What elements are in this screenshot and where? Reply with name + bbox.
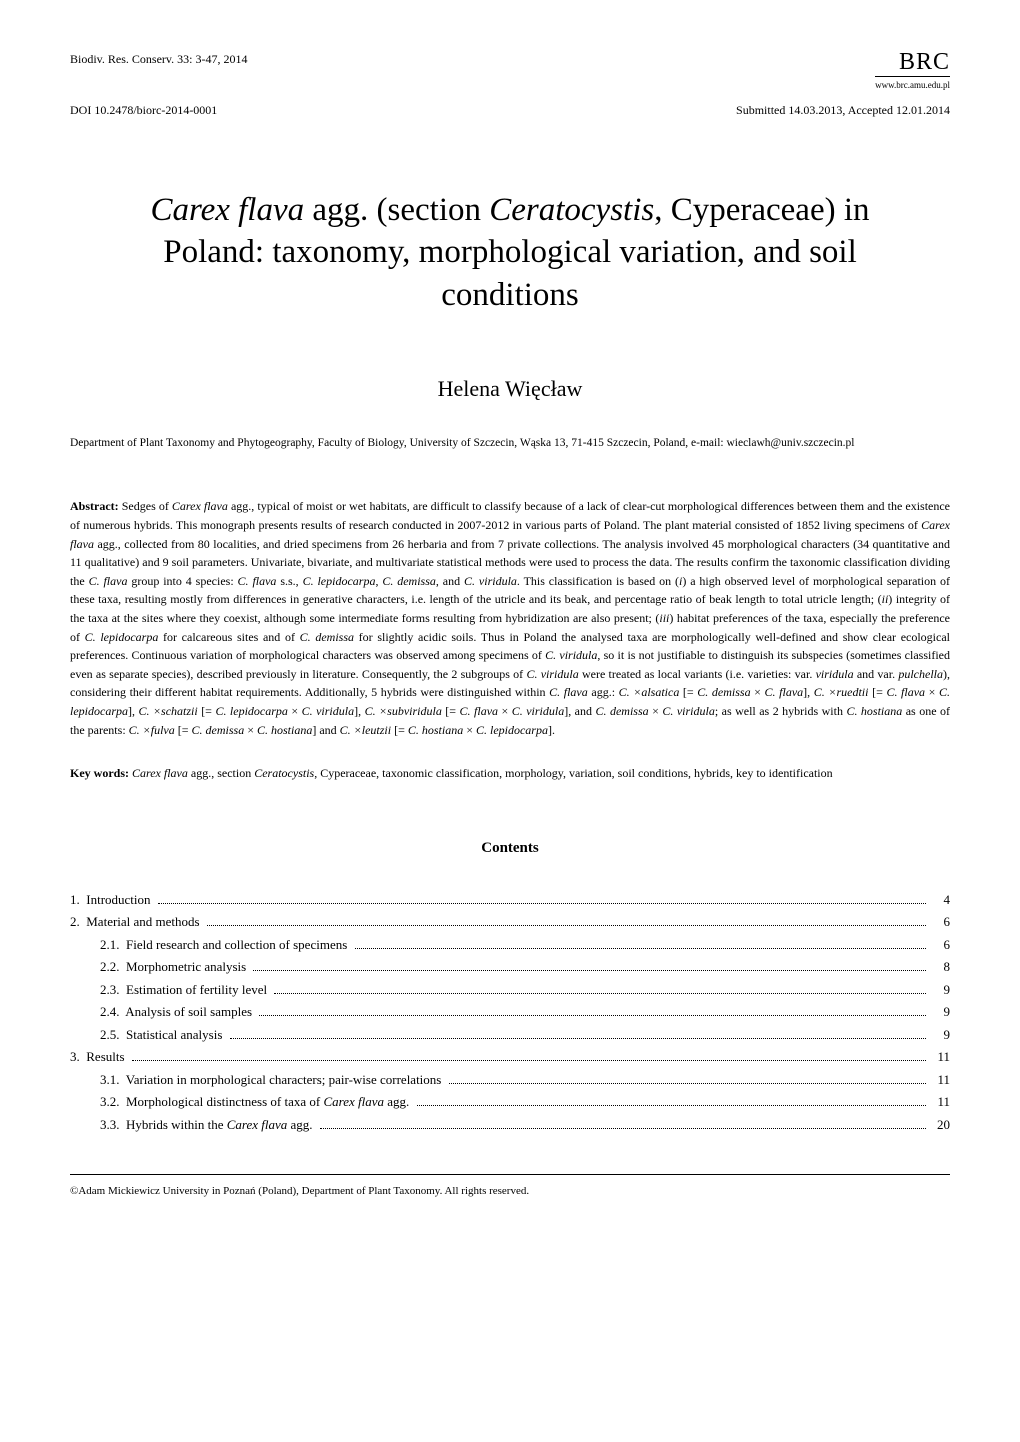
toc-row: 3.2. Morphological distinctness of taxa … [70,1092,950,1112]
toc-dots [132,1060,926,1061]
toc-page-number: 8 [930,957,950,977]
toc-entry-label: 2.4. Analysis of soil samples [100,1002,255,1022]
toc-row: 3.3. Hybrids within the Carex flava agg.… [70,1115,950,1135]
contents-heading: Contents [70,837,950,860]
toc-entry-label: 2.5. Statistical analysis [100,1025,226,1045]
abstract-body: Sedges of Carex flava agg., typical of m… [70,499,950,736]
toc-dots [355,948,926,949]
toc-row: 2. Material and methods 6 [70,912,950,932]
toc-row: 2.1. Field research and collection of sp… [70,935,950,955]
journal-reference: Biodiv. Res. Conserv. 33: 3-47, 2014 [70,50,247,68]
toc-dots [449,1083,926,1084]
toc-row: 3. Results 11 [70,1047,950,1067]
toc-dots [158,903,926,904]
title-italic-1: Carex flava [150,192,304,228]
brc-logo: BRC [875,50,950,74]
toc-dots [417,1105,926,1106]
toc-dots [253,970,926,971]
keywords: Key words: Carex flava agg., section Cer… [70,764,950,782]
toc-page-number: 11 [930,1092,950,1112]
toc-entry-label: 1. Introduction [70,890,154,910]
author-name: Helena Więcław [70,372,950,405]
toc-page-number: 9 [930,980,950,1000]
affiliation: Department of Plant Taxonomy and Phytoge… [70,435,950,452]
toc-row: 1. Introduction 4 [70,890,950,910]
toc-row: 2.3. Estimation of fertility level 9 [70,980,950,1000]
toc-dots [230,1038,926,1039]
submission-dates: Submitted 14.03.2013, Accepted 12.01.201… [736,101,950,119]
toc-page-number: 20 [930,1115,950,1135]
toc-dots [259,1015,926,1016]
header-top: Biodiv. Res. Conserv. 33: 3-47, 2014 BRC… [70,50,950,93]
logo-block: BRC www.brc.amu.edu.pl [875,50,950,93]
toc-entry-label: 2.1. Field research and collection of sp… [100,935,351,955]
toc-page-number: 11 [930,1070,950,1090]
toc-page-number: 9 [930,1025,950,1045]
toc-entry-label: 3.3. Hybrids within the Carex flava agg. [100,1115,316,1135]
toc-row: 2.4. Analysis of soil samples 9 [70,1002,950,1022]
brc-url: www.brc.amu.edu.pl [875,76,950,93]
header-sub: DOI 10.2478/biorc-2014-0001 Submitted 14… [70,101,950,119]
table-of-contents: 1. Introduction 42. Material and methods… [70,890,950,1135]
toc-row: 3.1. Variation in morphological characte… [70,1070,950,1090]
toc-dots [207,925,926,926]
title-plain-1: agg. (section [304,192,489,228]
toc-page-number: 6 [930,912,950,932]
toc-page-number: 9 [930,1002,950,1022]
toc-row: 2.2. Morphometric analysis 8 [70,957,950,977]
toc-entry-label: 3.2. Morphological distinctness of taxa … [100,1092,413,1112]
toc-entry-label: 2. Material and methods [70,912,203,932]
abstract: Abstract: Sedges of Carex flava agg., ty… [70,497,950,739]
toc-page-number: 6 [930,935,950,955]
keywords-label: Key words: [70,766,129,780]
toc-entry-label: 3. Results [70,1047,128,1067]
toc-page-number: 11 [930,1047,950,1067]
keywords-body: Carex flava agg., section Ceratocystis, … [129,766,833,780]
toc-row: 2.5. Statistical analysis 9 [70,1025,950,1045]
toc-dots [274,993,926,994]
article-title: Carex flava agg. (section Ceratocystis, … [100,189,920,318]
toc-entry-label: 2.3. Estimation of fertility level [100,980,270,1000]
toc-entry-label: 2.2. Morphometric analysis [100,957,249,977]
title-italic-2: Ceratocystis [489,192,654,228]
toc-entry-label: 3.1. Variation in morphological characte… [100,1070,445,1090]
copyright-footer: ©Adam Mickiewicz University in Poznań (P… [70,1174,950,1200]
abstract-label: Abstract: [70,499,119,513]
toc-dots [320,1128,926,1129]
doi: DOI 10.2478/biorc-2014-0001 [70,101,217,119]
toc-page-number: 4 [930,890,950,910]
